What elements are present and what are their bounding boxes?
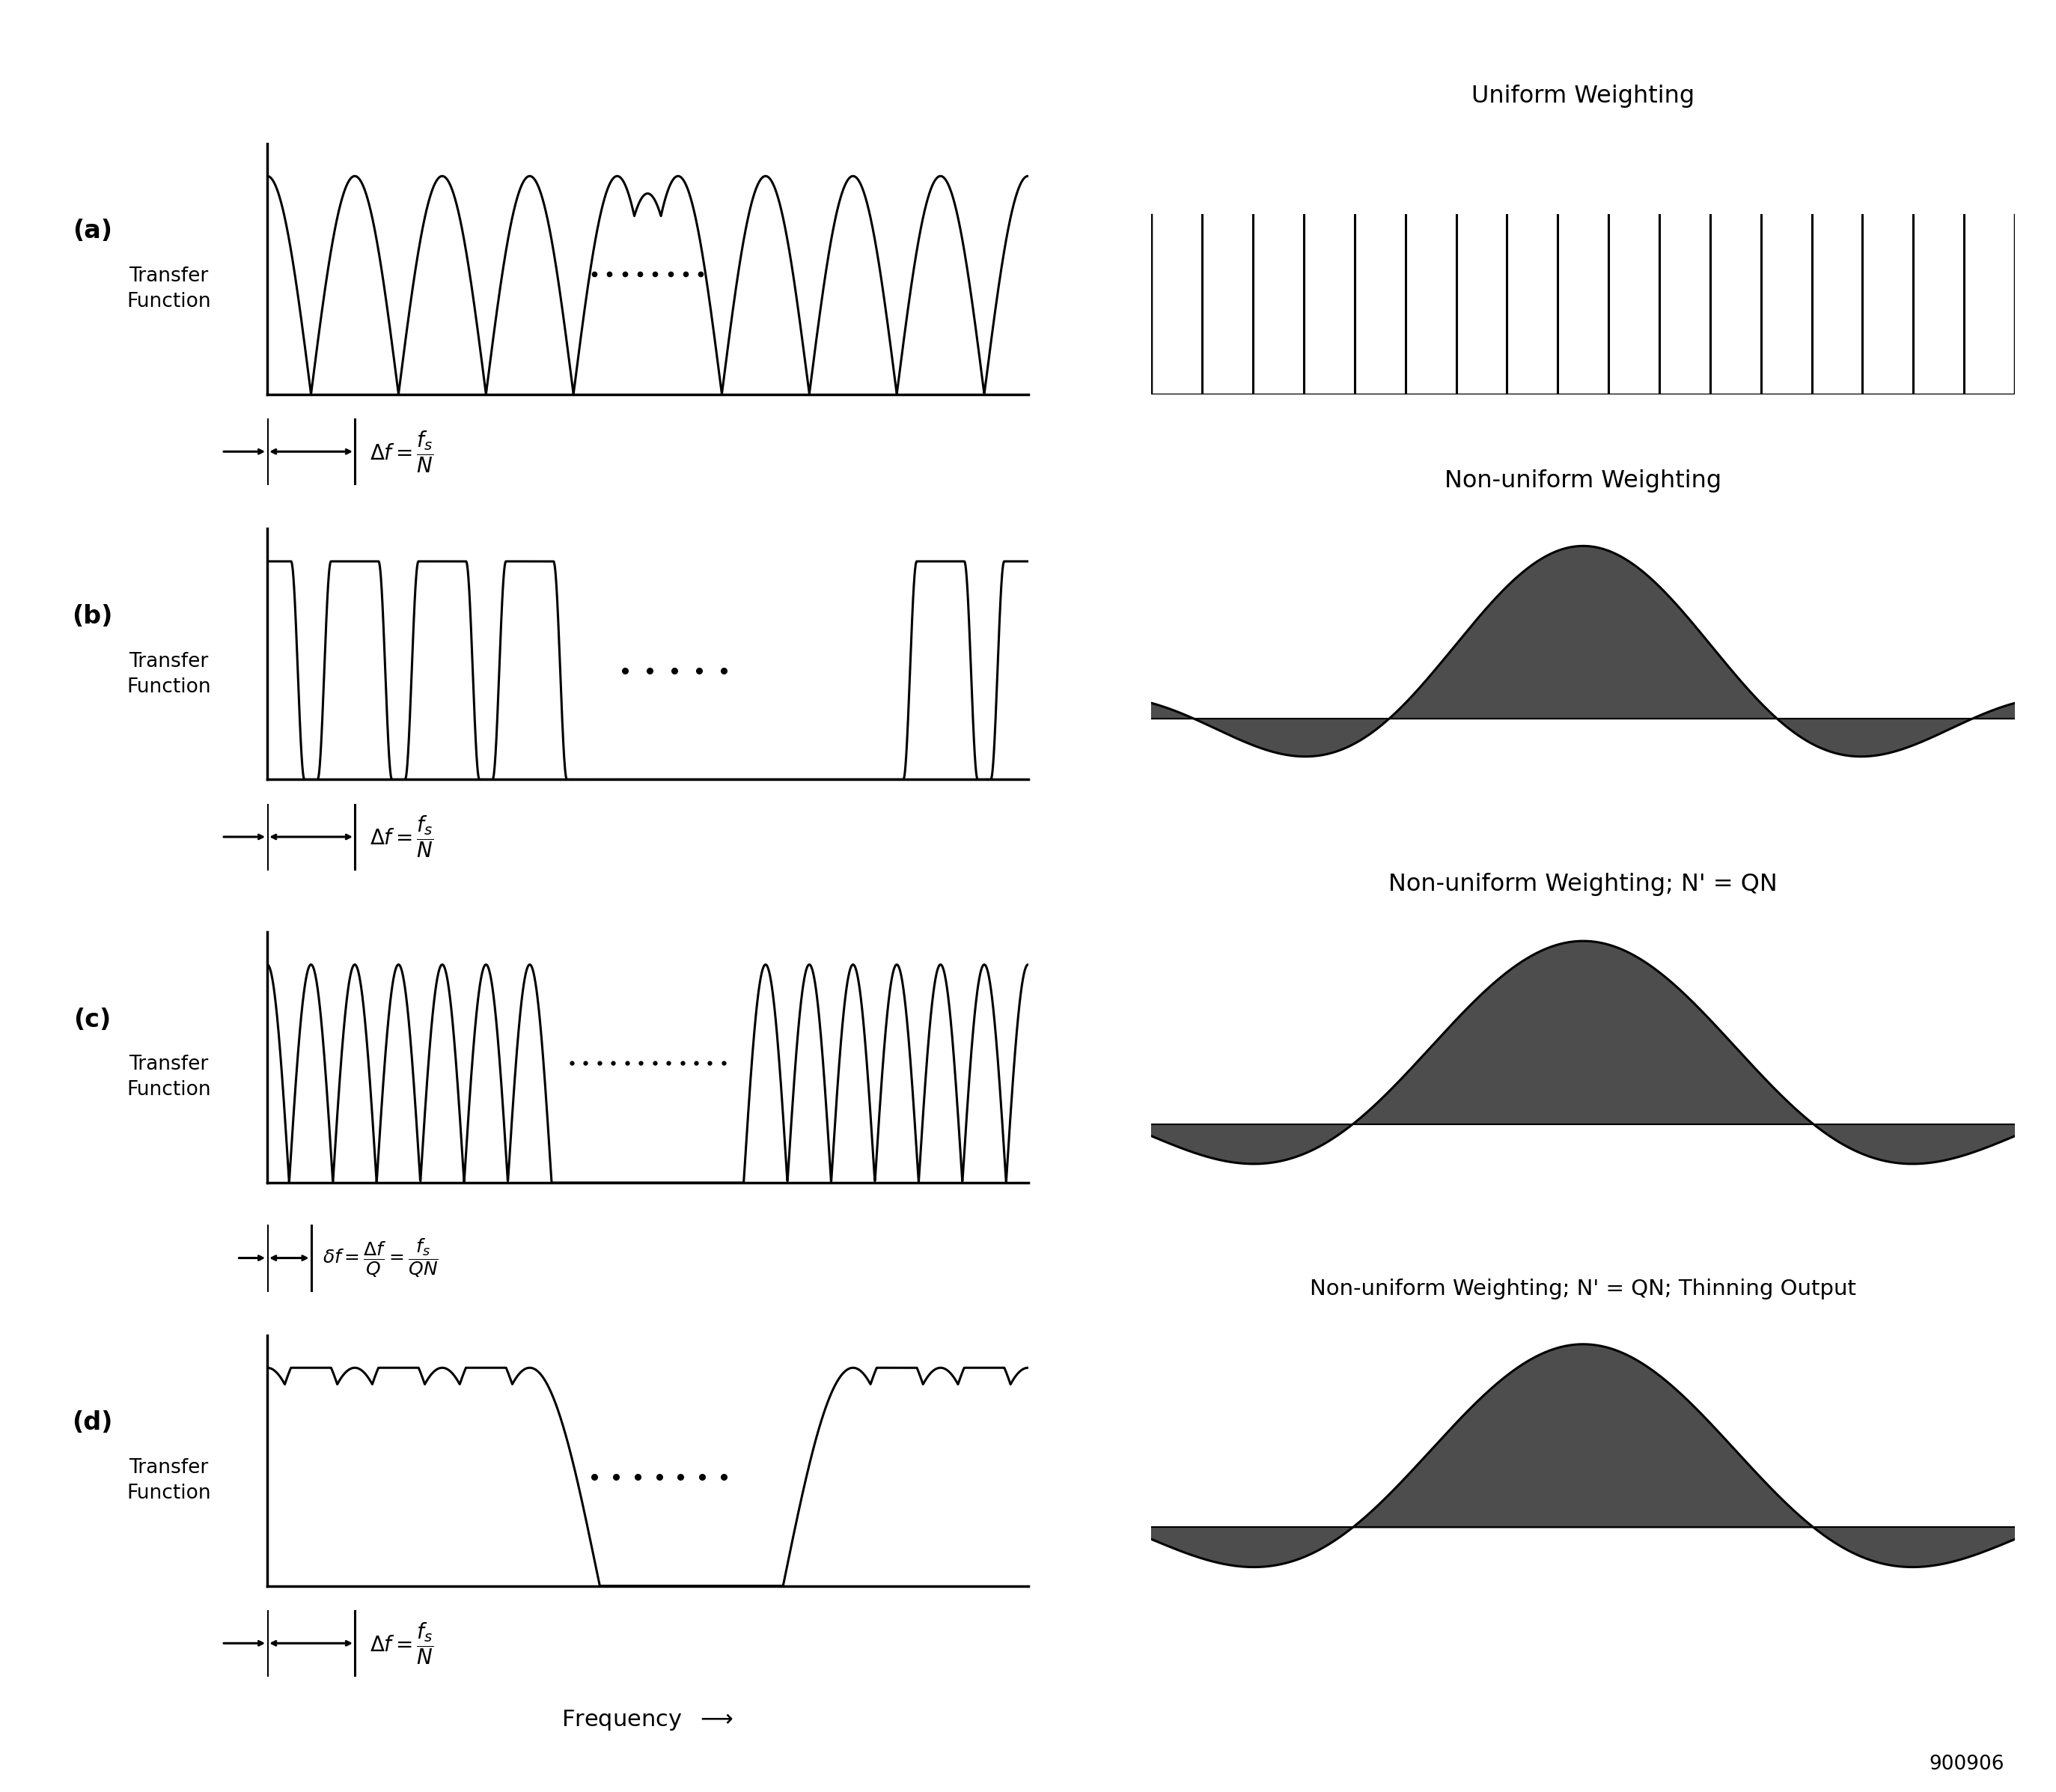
Text: Uniform Weighting: Uniform Weighting [1472,84,1694,108]
Text: (d): (d) [72,1410,113,1435]
Text: Transfer
Function: Transfer Function [127,1055,210,1100]
Text: (c): (c) [74,1007,111,1032]
Text: (a): (a) [72,219,113,244]
Text: Non-uniform Weighting; N' = QN; Thinning Output: Non-uniform Weighting; N' = QN; Thinning… [1310,1278,1857,1299]
Text: $\delta f = \dfrac{\Delta f}{Q} = \dfrac{f_s}{QN}$: $\delta f = \dfrac{\Delta f}{Q} = \dfrac… [323,1236,438,1279]
Text: (b): (b) [72,604,113,629]
Text: Non-uniform Weighting; N' = QN: Non-uniform Weighting; N' = QN [1388,873,1778,896]
Text: Transfer
Function: Transfer Function [127,267,210,312]
Text: $\Delta f = \dfrac{f_s}{N}$: $\Delta f = \dfrac{f_s}{N}$ [370,1620,434,1667]
Text: $\Delta f = \dfrac{f_s}{N}$: $\Delta f = \dfrac{f_s}{N}$ [370,814,434,860]
Text: Transfer
Function: Transfer Function [127,652,210,697]
Text: $\Delta f = \dfrac{f_s}{N}$: $\Delta f = \dfrac{f_s}{N}$ [370,428,434,475]
Text: Transfer
Function: Transfer Function [127,1459,210,1503]
Text: 900906: 900906 [1929,1754,2005,1774]
Text: Non-uniform Weighting: Non-uniform Weighting [1445,470,1721,493]
Text: Frequency  $\longrightarrow$: Frequency $\longrightarrow$ [561,1708,734,1733]
